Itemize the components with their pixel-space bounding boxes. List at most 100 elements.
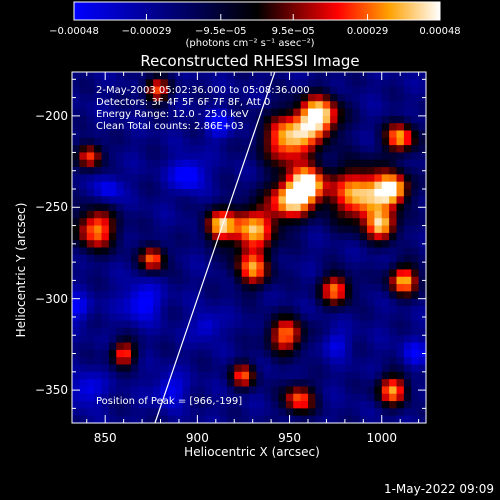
- heatmap-cell: [367, 320, 375, 329]
- heatmap-cell: [234, 137, 243, 146]
- heatmap-cell: [263, 167, 272, 175]
- heatmap-cell: [153, 357, 162, 366]
- heatmap-cell: [278, 232, 287, 241]
- heatmap-cell: [131, 254, 139, 263]
- heatmap-cell: [234, 284, 243, 292]
- heatmap-cell: [175, 298, 184, 307]
- heatmap-cell: [330, 386, 339, 395]
- heatmap-cell: [249, 342, 257, 351]
- heatmap-cell: [79, 247, 88, 256]
- heatmap-cell: [337, 115, 346, 124]
- heatmap-cell: [337, 101, 346, 110]
- heatmap-cell: [381, 393, 390, 402]
- heatmap-cell: [352, 320, 361, 329]
- heatmap-cell: [293, 269, 302, 278]
- heatmap-cell: [403, 108, 412, 117]
- heatmap-cell: [396, 210, 405, 219]
- heatmap-cell: [153, 181, 162, 190]
- heatmap-cell: [285, 335, 294, 344]
- heatmap-cell: [337, 342, 346, 351]
- heatmap-cell: [212, 159, 221, 168]
- heatmap-cell: [367, 93, 375, 102]
- heatmap-cell: [79, 72, 88, 80]
- heatmap-cell: [145, 254, 154, 263]
- heatmap-cell: [381, 101, 390, 110]
- heatmap-cell: [344, 115, 353, 124]
- heatmap-cell: [389, 342, 398, 351]
- heatmap-cell: [167, 181, 176, 190]
- heatmap-cell: [138, 203, 147, 212]
- heatmap-cell: [308, 276, 316, 285]
- heatmap-cell: [86, 108, 95, 117]
- heatmap-cell: [344, 189, 353, 197]
- heatmap-cell: [344, 327, 353, 336]
- heatmap-cell: [101, 189, 110, 197]
- heatmap-cell: [263, 254, 272, 263]
- heatmap-cell: [389, 72, 398, 80]
- heatmap-cell: [138, 364, 147, 373]
- heatmap-cell: [212, 254, 221, 263]
- heatmap-cell: [396, 364, 405, 373]
- heatmap-cell: [374, 203, 383, 212]
- heatmap-cell: [94, 101, 103, 110]
- heatmap-cell: [285, 232, 294, 241]
- heatmap-cell: [278, 342, 287, 351]
- heatmap-cell: [389, 379, 398, 388]
- heatmap-cell: [330, 254, 339, 263]
- heatmap-cell: [381, 254, 390, 263]
- heatmap-cell: [271, 349, 280, 358]
- heatmap-cell: [138, 284, 147, 292]
- heatmap-cell: [175, 379, 184, 388]
- heatmap-cell: [322, 232, 331, 241]
- heatmap-cell: [131, 123, 139, 132]
- heatmap-cell: [352, 327, 361, 336]
- heatmap-cell: [278, 137, 287, 146]
- heatmap-cell: [411, 79, 420, 88]
- heatmap-cell: [190, 313, 198, 322]
- heatmap-cell: [308, 401, 316, 409]
- heatmap-cell: [153, 130, 162, 139]
- heatmap-cell: [337, 225, 346, 234]
- heatmap-cell: [138, 123, 147, 132]
- heatmap-cell: [263, 298, 272, 307]
- heatmap-cell: [138, 232, 147, 241]
- heatmap-cell: [285, 108, 294, 117]
- heatmap-cell: [344, 181, 353, 190]
- heatmap-cell: [315, 108, 324, 117]
- heatmap-cell: [86, 401, 95, 409]
- heatmap-cell: [190, 335, 198, 344]
- heatmap-cell: [396, 306, 405, 314]
- heatmap-cell: [418, 379, 427, 388]
- heatmap-cell: [116, 225, 125, 234]
- heatmap-cell: [352, 115, 361, 124]
- heatmap-cell: [145, 364, 154, 373]
- heatmap-cell: [308, 342, 316, 351]
- heatmap-cell: [344, 291, 353, 300]
- heatmap-cell: [374, 342, 383, 351]
- heatmap-cell: [381, 298, 390, 307]
- heatmap-cell: [197, 72, 206, 80]
- heatmap-cell: [359, 284, 368, 292]
- heatmap-cell: [359, 408, 368, 417]
- heatmap-cell: [285, 327, 294, 336]
- heatmap-cell: [197, 210, 206, 219]
- heatmap-cell: [131, 130, 139, 139]
- heatmap-cell: [131, 93, 139, 102]
- heatmap-cell: [256, 159, 265, 168]
- heatmap-cell: [94, 357, 103, 366]
- heatmap-cell: [138, 218, 147, 227]
- heatmap-cell: [167, 159, 176, 168]
- heatmap-cell: [308, 371, 316, 380]
- heatmap-cell: [167, 349, 176, 358]
- heatmap-cell: [263, 108, 272, 117]
- heatmap-cell: [403, 298, 412, 307]
- heatmap-cell: [72, 254, 80, 263]
- heatmap-cell: [86, 408, 95, 417]
- heatmap-cell: [389, 174, 398, 183]
- heatmap-cell: [94, 320, 103, 329]
- heatmap-cell: [153, 159, 162, 168]
- heatmap-cell: [337, 415, 346, 424]
- heatmap-cell: [249, 101, 257, 110]
- heatmap-cell: [160, 101, 169, 110]
- heatmap-cell: [263, 262, 272, 271]
